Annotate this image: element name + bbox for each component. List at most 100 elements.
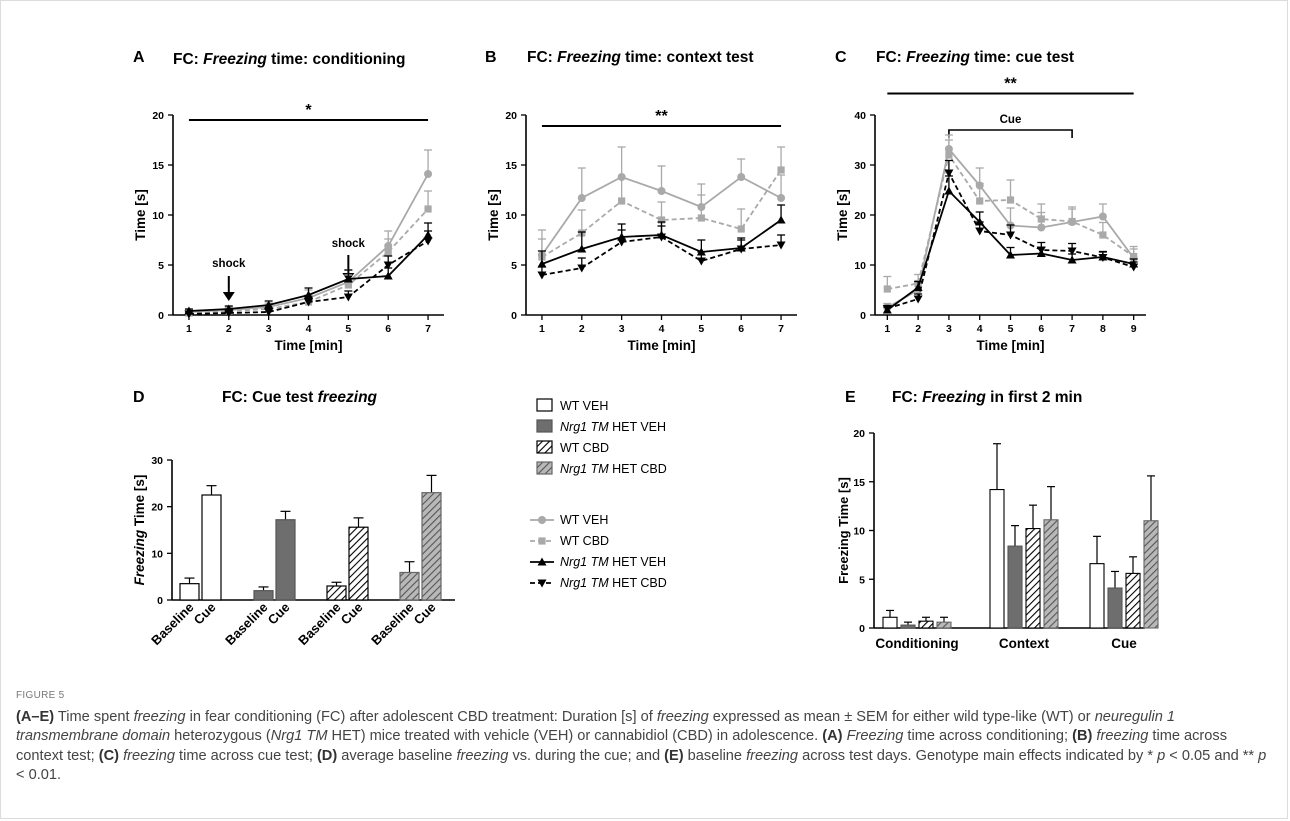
y-axis-label: Time [s] [835,189,850,241]
chart-title-part-2: in first 2 min [986,389,1082,406]
y-tick-label: 30 [854,160,866,172]
x-tick-label: 1 [186,323,192,335]
significance-label: ** [1004,76,1017,93]
bar [1089,563,1105,629]
data-point [1130,252,1138,261]
data-point [537,259,547,268]
data-point [1129,263,1139,272]
cue-bracket-label: Cue [1000,114,1022,126]
x-tick-label: 2 [915,323,921,335]
figure-canvas: A FC: Freezing time: conditioning05101520… [132,49,1159,651]
legend-marker [538,537,546,545]
bar [348,526,369,601]
y-axis-label-part-0: Freezing [132,529,147,585]
bar [179,583,200,601]
legend-label: WT VEH [560,513,608,527]
x-tick-label: Conditioning [875,636,958,651]
bar [936,621,952,629]
legend-marker [537,557,547,566]
x-tick-label: 3 [266,323,272,335]
data-point [657,216,666,224]
panel-a-conditioning-chart: A FC: Freezing time: conditioning05101520… [133,49,444,353]
panel-letter: A [133,49,145,66]
series-nrg1-tm-het-cbd [537,225,786,280]
y-axis-label: Time [s] [486,189,501,241]
x-tick-label: 9 [1131,323,1137,335]
chart-title: FC: Freezing in first 2 min [892,389,1082,406]
legend-swatch [536,419,553,433]
bar [275,519,296,601]
legend-label-part-1: HET VEH [609,555,666,569]
data-point [882,305,892,313]
legend-label-part-0: WT VEH [560,513,608,527]
data-point [1037,223,1046,232]
data-point [1067,255,1077,264]
bar [882,616,898,629]
data-point [1036,246,1046,255]
data-point [577,244,587,253]
x-axis-label: Time [min] [274,338,342,353]
x-tick-label: 4 [977,323,983,335]
x-tick-label: 3 [946,323,952,335]
chart-title-part-2: time: conditioning [267,51,406,68]
data-point [618,197,626,205]
y-tick-label: 15 [853,477,865,489]
data-point [264,308,274,317]
data-point [383,261,393,270]
significance-label: ** [655,108,668,125]
chart-title-part-1: Freezing [203,51,267,68]
shock-label: shock [212,258,246,270]
data-point [944,186,954,195]
y-tick-label: 20 [854,210,866,222]
bar [918,620,934,629]
bar [1043,519,1059,629]
legend-label: Nrg1 TM HET VEH [560,555,666,569]
data-point [777,194,786,202]
data-point [304,298,313,307]
x-tick-label: Cue [1111,636,1137,651]
data-point [776,215,786,224]
panel-c-cue-chart: C FC: Freezing time: cue test 0 10 20 30 40 1 2 3… [835,49,1146,353]
y-tick-label: 10 [151,548,163,560]
bar [989,488,1005,629]
x-tick-label: 8 [1100,323,1106,335]
series-nrg1-tm-het-cbd [882,159,1139,313]
panel-letter: C [835,49,847,66]
legend-label-part-1: HET VEH [609,420,666,434]
x-tick-label: 5 [1008,323,1014,335]
data-point [424,205,432,213]
y-tick-label: 40 [854,110,866,122]
legend-label-part-0: Nrg1 TM [560,462,609,476]
y-tick-label: 10 [854,260,866,272]
bar [399,571,420,601]
x-tick-label: Cue [191,600,219,628]
y-tick-label: 10 [152,210,164,222]
bar [421,492,442,601]
data-point [537,271,547,280]
data-point [1067,247,1077,256]
shock-arrow-head [222,292,235,301]
series-line [541,236,782,276]
bar [1007,545,1023,629]
data-point [945,151,953,159]
x-tick-label: 4 [659,323,665,335]
data-point [384,248,392,256]
series-wt-cbd [883,139,1138,293]
legend-swatch [536,398,553,412]
bar [1107,587,1123,629]
y-tick-label: 15 [152,160,164,172]
y-tick-label: 10 [853,526,865,538]
data-point [737,173,746,181]
x-tick-label: Baseline [222,600,270,648]
legend-label-part-0: WT CBD [560,441,609,455]
legend-label-part-1: HET CBD [609,462,667,476]
data-point [883,285,891,293]
bar [1125,572,1141,629]
data-point [1068,217,1076,226]
panel-e-first-2min-bar-chart: E FC: Freezing in first 2 min 0 5 10 15 20 Free… [836,389,1159,651]
chart-title-part-0: FC: [527,49,557,66]
data-point [1006,196,1015,204]
x-tick-label: Cue [265,600,293,628]
data-point [577,194,586,202]
